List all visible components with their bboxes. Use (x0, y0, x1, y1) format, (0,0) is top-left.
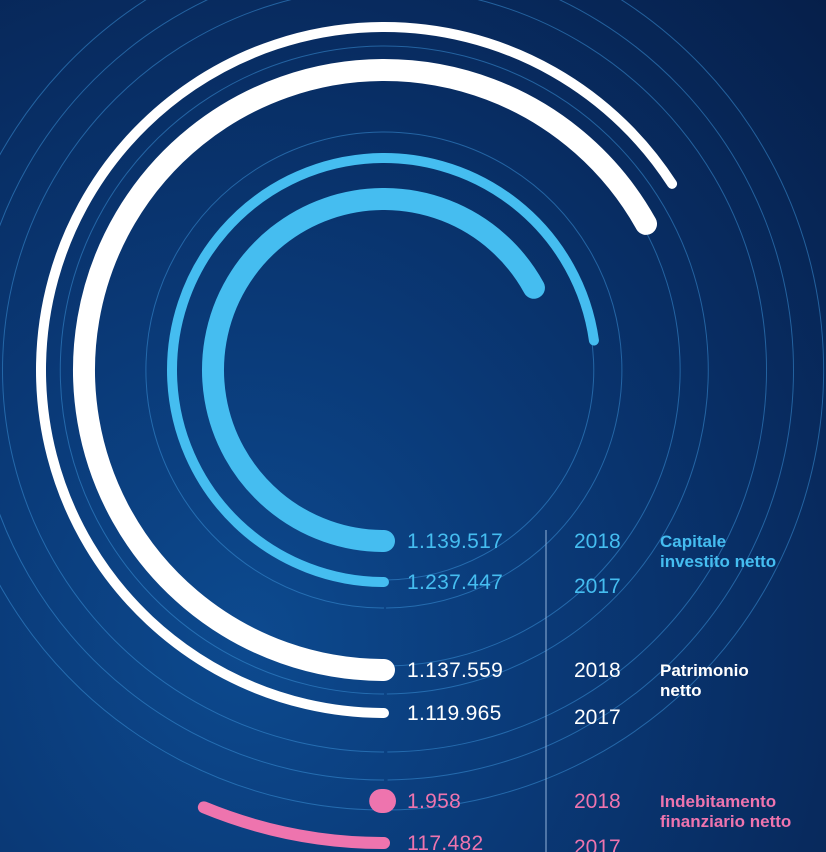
arc-bar-0-2017 (167, 153, 599, 587)
value-label: 1.237.447 (407, 571, 503, 594)
background-ring (0, 0, 825, 811)
value-label: 1.137.559 (407, 659, 503, 682)
value-labels: 1.139.517 2018 1.237.447 2017 Capitaleinvest… (407, 530, 791, 852)
arc-bar-1-2017 (36, 22, 678, 718)
arc-bar-2-2017 (197, 801, 390, 849)
series-label: Patrimonio (660, 661, 749, 680)
year-label: 2018 (574, 790, 621, 813)
series-label: Capitale (660, 532, 726, 551)
value-label: 1.119.965 (407, 702, 502, 725)
series-label: investito netto (660, 552, 776, 571)
background-ring (145, 131, 623, 609)
background-ring (2, 0, 768, 753)
arc-bar-0-2018 (202, 188, 545, 552)
year-label: 2018 (574, 530, 621, 553)
series-label: netto (660, 681, 702, 700)
background-ring (59, 45, 709, 695)
arc-bars (36, 22, 678, 849)
value-label: 1.958 (407, 790, 461, 813)
value-label: 1.139.517 (407, 530, 503, 553)
year-label: 2017 (574, 706, 621, 729)
arc-bar-1-2018 (73, 59, 658, 681)
series-label: Indebitamento (660, 792, 776, 811)
background-ring (0, 0, 794, 781)
year-label: 2017 (574, 575, 621, 598)
year-label: 2018 (574, 659, 621, 682)
series-label: finanziario netto (660, 812, 791, 831)
value-label: 117.482 (407, 832, 483, 852)
year-label: 2017 (574, 836, 621, 852)
